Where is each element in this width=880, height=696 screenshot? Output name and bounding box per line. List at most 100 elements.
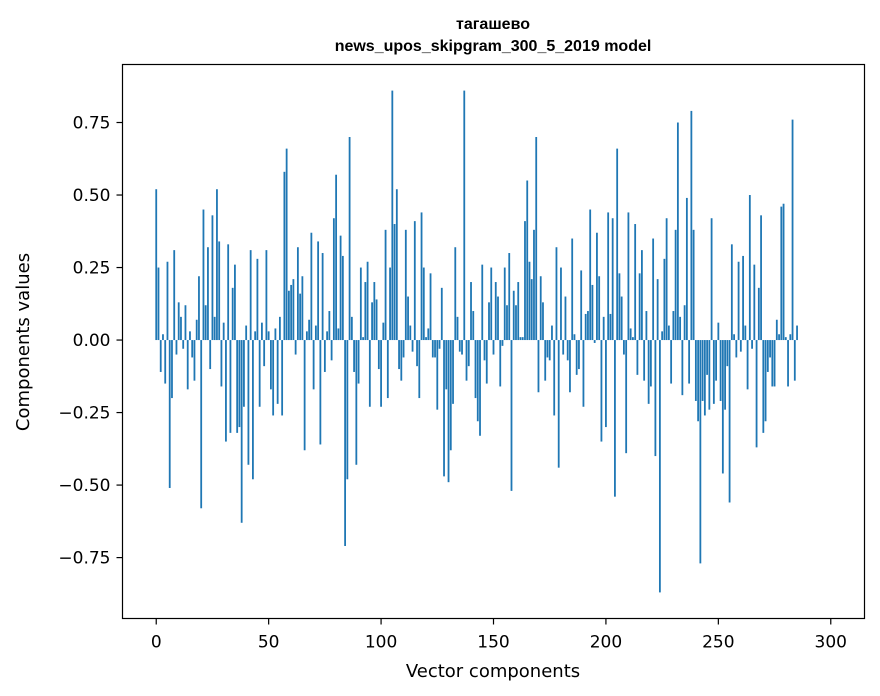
bar — [429, 273, 432, 341]
bar — [209, 340, 212, 370]
bar — [490, 267, 493, 341]
bar — [609, 313, 612, 341]
bar — [773, 340, 776, 387]
bar — [656, 279, 659, 341]
bar — [701, 340, 704, 401]
bar — [645, 311, 648, 341]
bar — [584, 313, 587, 341]
bar — [796, 325, 798, 341]
bar — [344, 340, 346, 546]
bar — [620, 296, 623, 341]
bar — [614, 340, 616, 497]
bar — [593, 340, 596, 343]
bar — [582, 340, 585, 407]
x-axis-label: Vector components — [406, 661, 580, 682]
bar — [447, 340, 450, 483]
bar — [730, 244, 733, 341]
bar — [564, 296, 567, 341]
bar — [225, 340, 227, 442]
bar — [719, 340, 722, 401]
bar — [524, 221, 526, 341]
bar — [452, 340, 454, 404]
bar — [200, 340, 203, 509]
bar — [679, 316, 682, 341]
bar — [553, 340, 556, 416]
bar — [348, 137, 351, 341]
bar — [569, 340, 571, 393]
bar — [539, 276, 542, 341]
bar — [272, 340, 275, 416]
bar — [703, 340, 706, 416]
bar — [436, 340, 439, 410]
bar — [416, 340, 418, 367]
bar — [445, 340, 448, 390]
bar — [629, 328, 632, 341]
bar — [692, 229, 695, 341]
bar — [238, 340, 241, 428]
bar — [173, 250, 176, 341]
bar — [456, 316, 459, 341]
bar — [616, 148, 619, 341]
bar — [443, 340, 445, 477]
bar — [699, 340, 702, 564]
bar — [479, 340, 481, 436]
bar — [485, 340, 488, 384]
bar — [589, 209, 592, 341]
bar — [220, 340, 223, 387]
bar — [676, 122, 679, 341]
bar — [330, 340, 333, 361]
bar — [517, 282, 520, 341]
bar — [278, 316, 281, 341]
bar — [191, 340, 194, 358]
bar — [301, 276, 304, 341]
bar — [384, 229, 387, 341]
x-tick-label: 300 — [815, 633, 847, 653]
bar — [463, 90, 466, 341]
bar — [317, 241, 320, 341]
bar — [202, 209, 205, 341]
bar — [294, 340, 297, 355]
bar — [166, 261, 169, 341]
bar — [533, 229, 535, 341]
bar — [355, 340, 358, 465]
bar — [454, 247, 457, 341]
bar — [667, 325, 670, 341]
bar — [321, 253, 324, 341]
y-ticks-group: −0.75 −0.50 −0.25 0.00 0.25 0.50 0.75 — [58, 114, 123, 569]
bar — [580, 270, 583, 341]
bar — [492, 340, 495, 355]
bar — [276, 340, 279, 404]
bar — [488, 302, 490, 341]
bar — [771, 340, 774, 387]
bar — [681, 340, 684, 396]
bar — [685, 197, 688, 341]
bar — [710, 218, 713, 341]
bar — [314, 325, 317, 341]
bar — [222, 322, 225, 341]
bar — [499, 340, 502, 387]
bar — [793, 340, 796, 381]
bar — [393, 224, 396, 341]
bar — [535, 137, 538, 341]
bar — [571, 238, 574, 341]
bar — [537, 340, 540, 393]
bar — [339, 235, 342, 341]
bar — [627, 212, 630, 341]
bar — [769, 340, 771, 358]
bar — [555, 247, 558, 341]
bar — [503, 267, 506, 341]
bar — [726, 340, 729, 367]
bar — [602, 316, 605, 341]
bar — [526, 180, 529, 341]
bar — [261, 322, 263, 341]
bar — [778, 334, 780, 341]
bar — [508, 253, 511, 341]
bar — [382, 322, 385, 341]
bar — [216, 189, 218, 341]
bar — [512, 290, 515, 341]
bar — [195, 319, 198, 341]
bar — [171, 340, 173, 399]
bar — [748, 195, 751, 341]
y-tick-label: −0.50 — [58, 476, 110, 496]
bar — [470, 282, 472, 341]
